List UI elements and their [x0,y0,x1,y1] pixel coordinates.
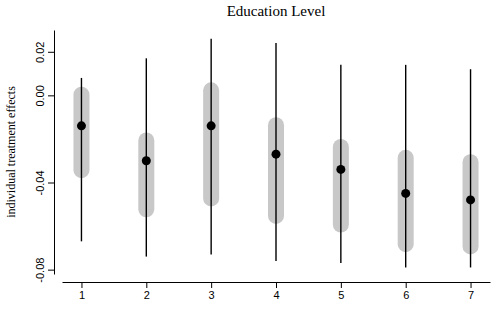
y-tick-label: 0.00 [34,85,46,106]
title: Education Level [227,3,326,19]
point-estimate [466,195,475,204]
x-tick: 4 [273,282,279,301]
y-tick: -0.04 [34,170,54,195]
marks [73,39,478,268]
x-axis: 1 2 3 4 5 6 7 [63,282,491,301]
x-tick-mark [471,282,472,288]
outer-interval [210,39,211,255]
x-tick: 5 [338,282,344,301]
x-tick-mark [211,282,212,288]
point-estimate [401,189,410,198]
y-tick-label: 0.02 [34,42,46,63]
point-estimate [207,121,216,130]
x-tick: 6 [403,282,409,301]
x-tick-label: 2 [144,289,150,301]
x-tick-mark [341,282,342,288]
point-estimate [336,165,345,174]
y-tick-mark [48,270,54,271]
y-axis-line [54,31,55,275]
y-tick: 0.02 [34,42,54,63]
x-tick-mark [406,282,407,288]
y-tick: 0.00 [34,85,54,106]
x-tick-label: 3 [209,289,215,301]
x-tick-mark [146,282,147,288]
y-tick-label: -0.08 [34,258,46,283]
chart: Education Level individual treatment effe… [0,0,500,310]
outer-interval [340,65,341,263]
y-tick: -0.08 [34,258,54,283]
x-tick-label: 6 [403,289,409,301]
y-axis-title: individual treatment effects [4,86,18,218]
x-tick-label: 4 [273,289,279,301]
x-tick: 7 [468,282,474,301]
x-tick-mark [276,282,277,288]
x-tick-mark [81,282,82,288]
y-tick-mark [48,52,54,53]
x-tick-label: 7 [468,289,474,301]
x-tick: 2 [144,282,150,301]
x-tick: 3 [209,282,215,301]
y-tick-mark [48,95,54,96]
point-estimate [142,156,151,165]
outer-interval [81,78,82,241]
point-estimate [77,121,86,130]
outer-interval [405,65,406,268]
y-tick-mark [48,183,54,184]
x-tick: 1 [79,282,85,301]
x-tick-label: 5 [338,289,344,301]
x-tick-label: 1 [79,289,85,301]
point-estimate [272,150,281,159]
outer-interval [470,69,471,267]
y-axis: -0.08 -0.04 0.00 0.02 [34,31,55,283]
y-tick-label: -0.04 [34,170,46,195]
